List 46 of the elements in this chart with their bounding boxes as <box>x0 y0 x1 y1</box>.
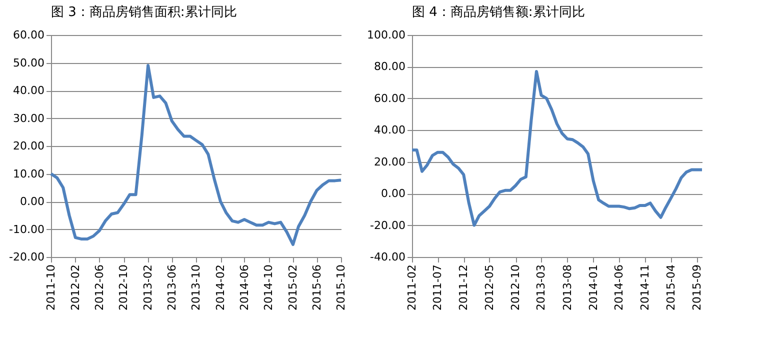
y-tick-label: 60.00 <box>374 92 406 105</box>
y-tick-label: -40.00 <box>370 250 406 264</box>
y-tick-label: 60.00 <box>13 28 44 42</box>
x-tick-label: 2014-01 <box>586 264 600 310</box>
y-tick-label: 20.00 <box>13 140 44 152</box>
x-tick-label: 2015-06 <box>310 264 324 310</box>
x-tick-label: 2013-03 <box>534 264 548 310</box>
y-tick-label: -20.00 <box>9 250 44 264</box>
y-tick-label: 20.00 <box>374 155 406 168</box>
y-tick-label: 10.00 <box>13 167 44 180</box>
y-tick-label: 50.00 <box>13 56 44 70</box>
x-tick-label: 2013-08 <box>560 264 574 310</box>
x-tick-label: 2012-10 <box>117 264 130 310</box>
chart-title: 图 4：商品房销售额:累计同比 <box>412 4 585 20</box>
y-tick-label: -10.00 <box>9 222 44 236</box>
y-tick-label: 30.00 <box>13 112 44 125</box>
y-tick-label: 80.00 <box>374 60 406 74</box>
x-tick-label: 2012-05 <box>482 264 496 310</box>
y-tick-label: 0.00 <box>20 195 44 208</box>
x-tick-label: 2015-09 <box>690 264 704 310</box>
chart-title: 图 3：商品房销售面积:累计同比 <box>51 4 237 20</box>
x-tick-label: 2014-11 <box>638 264 652 310</box>
x-tick-label: 2011-02 <box>406 264 418 310</box>
x-tick-label: 2013-06 <box>165 264 178 310</box>
line-series <box>410 70 704 227</box>
y-tick-label: -20.00 <box>370 218 406 232</box>
line-series <box>50 64 342 246</box>
x-tick-label: 2011-10 <box>44 264 58 310</box>
x-tick-label: 2012-10 <box>509 264 522 310</box>
x-tick-label: 2015-04 <box>664 264 678 310</box>
x-tick-label: 2014-06 <box>612 264 626 310</box>
x-tick-label: 2013-02 <box>142 264 155 310</box>
y-tick-label: 100.00 <box>367 28 406 42</box>
x-tick-label: 2014-06 <box>238 264 251 310</box>
x-tick-label: 2013-10 <box>190 264 203 310</box>
x-tick-label: 2011-12 <box>457 264 470 310</box>
y-tick-label: 0.00 <box>381 187 406 200</box>
x-tick-label: 2012-02 <box>68 264 82 310</box>
y-tick-label: 40.00 <box>13 84 44 97</box>
x-tick-label: 2015-10 <box>334 264 348 310</box>
x-tick-label: 2012-06 <box>92 264 106 310</box>
y-tick-label: 40.00 <box>374 124 406 137</box>
x-tick-label: 2014-10 <box>262 264 276 310</box>
x-tick-label: 2015-02 <box>286 264 300 310</box>
x-tick-label: 2014-02 <box>214 264 228 310</box>
x-tick-label: 2011-07 <box>431 264 444 310</box>
